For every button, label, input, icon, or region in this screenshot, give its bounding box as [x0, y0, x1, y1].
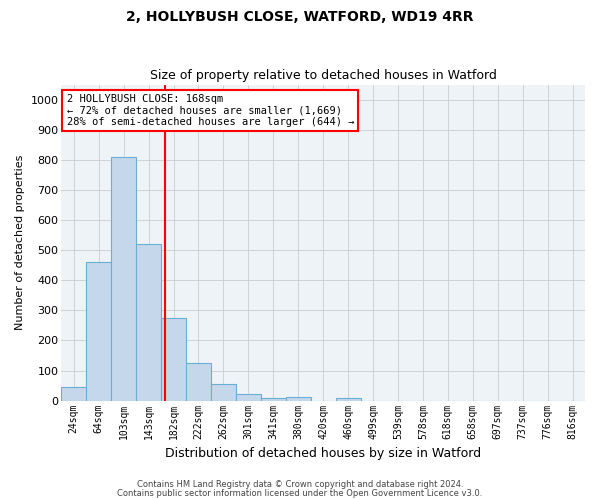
Bar [136, 244, 161, 400]
Bar [111, 157, 136, 400]
Bar [61, 387, 86, 400]
X-axis label: Distribution of detached houses by size in Watford: Distribution of detached houses by size … [165, 447, 481, 460]
Title: Size of property relative to detached houses in Watford: Size of property relative to detached ho… [150, 69, 497, 82]
Bar [186, 363, 211, 401]
Bar [161, 318, 186, 400]
Bar [86, 262, 111, 400]
Bar [236, 394, 261, 400]
Text: 2, HOLLYBUSH CLOSE, WATFORD, WD19 4RR: 2, HOLLYBUSH CLOSE, WATFORD, WD19 4RR [126, 10, 474, 24]
Y-axis label: Number of detached properties: Number of detached properties [15, 155, 25, 330]
Bar [211, 384, 236, 400]
Text: Contains HM Land Registry data © Crown copyright and database right 2024.: Contains HM Land Registry data © Crown c… [137, 480, 463, 489]
Bar [286, 397, 311, 400]
Text: Contains public sector information licensed under the Open Government Licence v3: Contains public sector information licen… [118, 488, 482, 498]
Bar [335, 398, 361, 400]
Text: 2 HOLLYBUSH CLOSE: 168sqm
← 72% of detached houses are smaller (1,669)
28% of se: 2 HOLLYBUSH CLOSE: 168sqm ← 72% of detac… [67, 94, 354, 127]
Bar [261, 398, 286, 400]
